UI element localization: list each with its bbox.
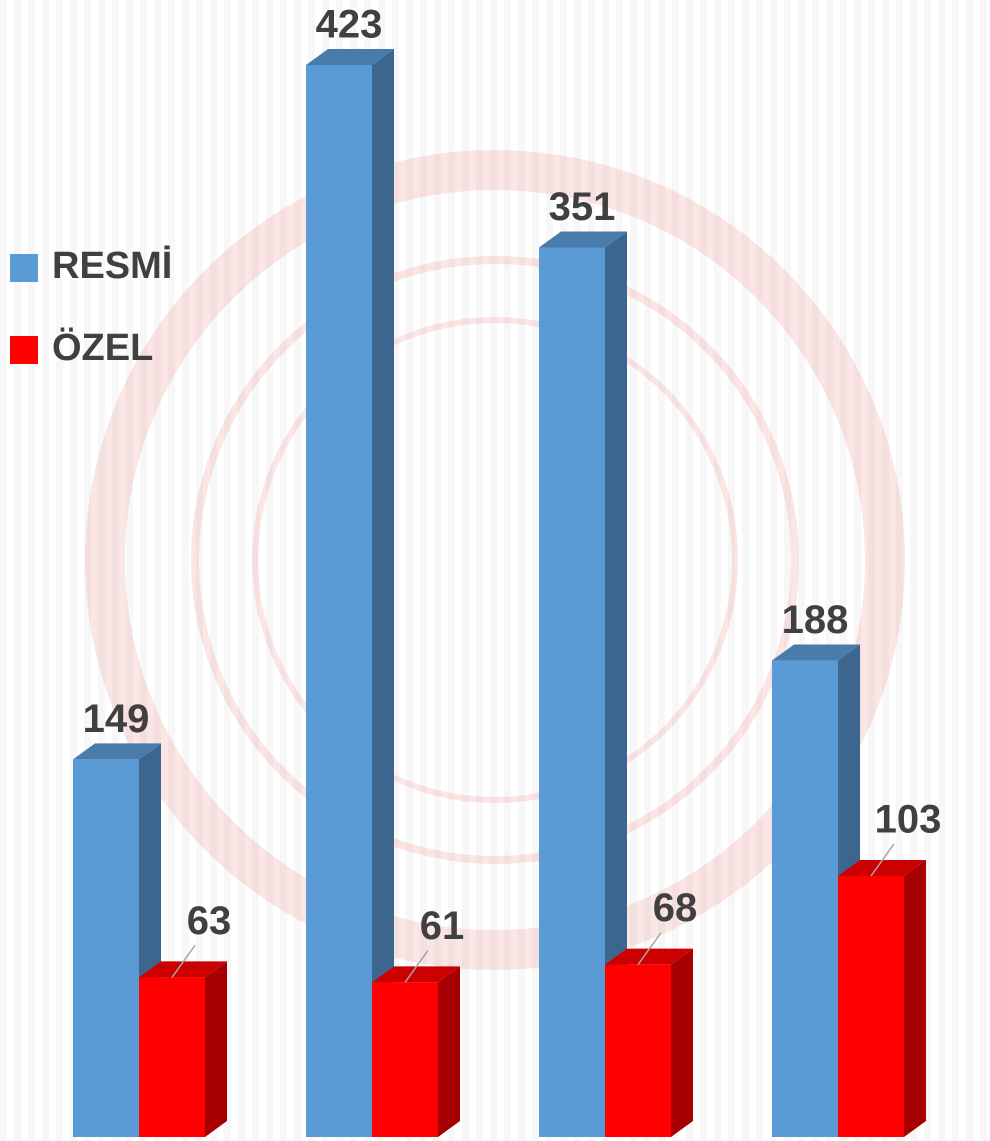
legend-label: RESMİ (52, 245, 172, 287)
bar-front (772, 661, 838, 1137)
bar-front (372, 982, 438, 1137)
bar-front (73, 759, 139, 1137)
data-label: 149 (83, 697, 150, 741)
bar-front (539, 247, 605, 1137)
bar (605, 949, 693, 1137)
data-label: 188 (782, 598, 849, 642)
data-label: 61 (420, 904, 465, 948)
bar-front (838, 876, 904, 1137)
bar-front (306, 65, 372, 1137)
legend-label: ÖZEL (52, 326, 153, 369)
bar-front (605, 965, 671, 1137)
chart: 149 63 423 61 351 68 188 103 RESMİ ÖZEL (0, 0, 990, 1141)
bar-side (904, 860, 926, 1137)
legend-swatch (10, 336, 38, 364)
data-label: 351 (549, 185, 616, 229)
data-label: 103 (875, 798, 942, 842)
bar-front (139, 977, 205, 1137)
bar (372, 966, 460, 1137)
data-label: 68 (653, 886, 698, 930)
bar (838, 860, 926, 1137)
bar (306, 49, 394, 1137)
bar-side (671, 949, 693, 1137)
bar (139, 961, 227, 1137)
legend-swatch (10, 254, 38, 282)
bar-side (205, 961, 227, 1137)
data-label: 63 (187, 899, 232, 943)
bar-side (438, 966, 460, 1137)
data-label: 423 (316, 3, 383, 47)
